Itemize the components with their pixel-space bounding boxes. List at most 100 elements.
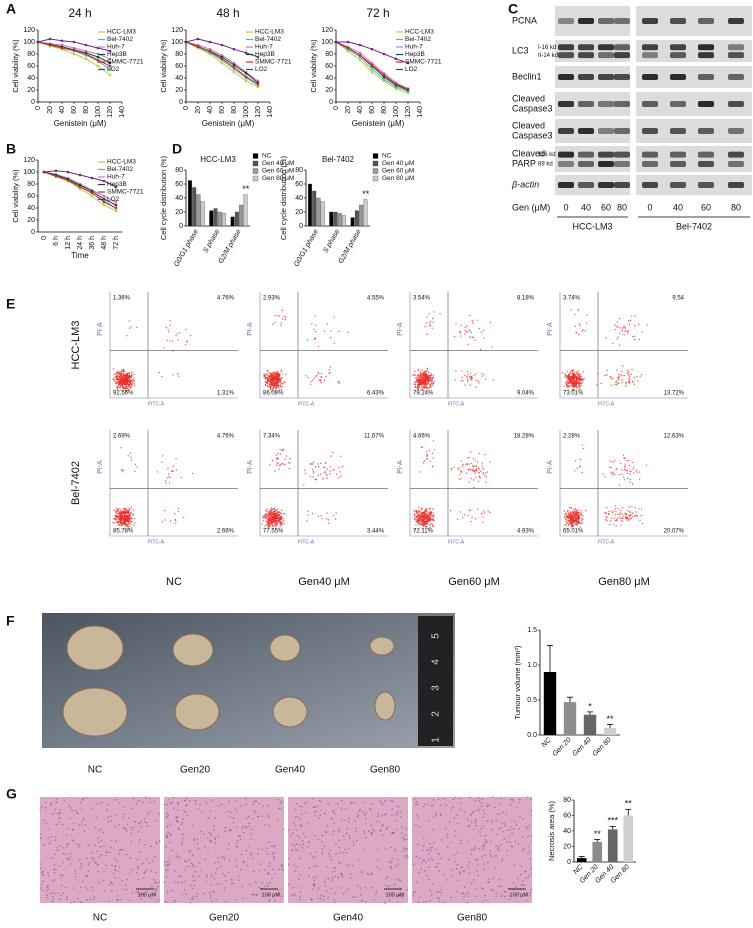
event-dot [577,372,578,373]
tissue-texture [55,809,57,811]
event-dot [116,511,117,512]
y-tick-label: 0.0 [527,732,537,739]
event-dot [568,515,569,516]
event-dot [630,479,631,480]
event-dot [633,472,634,473]
tissue-texture [185,805,187,807]
bar [231,217,235,226]
blot-band [614,152,630,158]
event-dot [315,331,316,332]
tissue-texture [259,803,261,805]
tissue-texture [192,880,194,882]
event-dot [606,507,607,508]
event-dot [131,377,132,378]
tissue-texture [328,878,330,880]
event-dot [320,382,321,383]
event-dot [490,461,491,462]
event-dot [131,375,132,376]
tissue-texture [406,889,408,891]
tissue-texture [217,836,219,838]
event-dot [567,371,568,372]
event-dot [265,375,266,376]
bar [338,213,342,226]
axis-label: FITC-A [148,539,165,545]
event-dot [119,380,120,381]
event-dot [167,340,168,341]
tissue-texture [186,860,188,862]
bar [359,205,363,226]
tissue-texture [112,884,114,886]
event-dot [129,386,130,387]
event-dot [462,517,463,518]
event-dot [423,512,424,513]
tissue-texture [348,821,350,823]
event-dot [271,521,272,522]
event-dot [125,388,126,389]
blot-band [670,52,686,58]
event-dot [130,387,131,388]
scale-label: 100 μM [138,892,157,898]
tissue-texture [400,812,402,814]
tissue-texture [389,900,391,902]
event-dot [277,385,278,386]
tissue-texture [171,802,173,804]
event-dot [627,370,628,371]
event-dot [305,473,306,474]
event-dot [123,380,124,381]
event-dot [417,521,418,522]
bar [188,181,192,227]
event-dot [459,474,460,475]
point [371,68,374,71]
event-dot [327,323,328,324]
event-dot [419,511,420,512]
event-dot [577,375,578,376]
event-dot [415,524,416,525]
tissue-texture [98,842,100,844]
tissue-texture [39,809,41,811]
point [103,201,106,204]
tissue-texture [118,802,120,804]
tissue-texture [255,894,257,896]
event-dot [469,481,470,482]
y-axis-label: Cell cycle distribution (%) [159,155,168,240]
event-dot [271,377,272,378]
tissue-texture [348,848,350,850]
event-dot [418,507,419,508]
event-dot [631,506,632,507]
event-dot [313,462,314,463]
event-dot [419,518,420,519]
event-dot [623,375,624,376]
tissue-texture [406,848,408,850]
tissue-texture [398,879,400,881]
event-dot [479,476,480,477]
tissue-texture [165,834,167,836]
tissue-texture [385,878,387,880]
tissue-texture [496,834,498,836]
blot-band [698,152,714,158]
tissue-texture [139,800,141,802]
event-dot [580,513,581,514]
tissue-texture [88,864,90,866]
event-dot [424,383,425,384]
tissue-texture [471,821,473,823]
event-dot [637,380,638,381]
event-dot [342,466,343,467]
event-dot [624,468,625,469]
tissue-texture [49,843,51,845]
event-dot [116,508,117,509]
event-dot [625,518,626,519]
event-dot [133,378,134,379]
y-tick-label: 20 [27,217,35,224]
blot-label: PCNA [512,15,537,25]
tissue-texture [283,829,285,831]
event-dot [439,313,440,314]
tissue-texture [192,854,194,856]
tissue-texture [301,887,303,889]
tumour [63,688,127,736]
legend-label: HCC-LM3 [255,29,284,36]
bar [244,195,248,227]
event-dot [481,375,482,376]
event-dot [124,381,125,382]
y-tick-label: 60 [175,181,183,188]
event-dot [429,380,430,381]
